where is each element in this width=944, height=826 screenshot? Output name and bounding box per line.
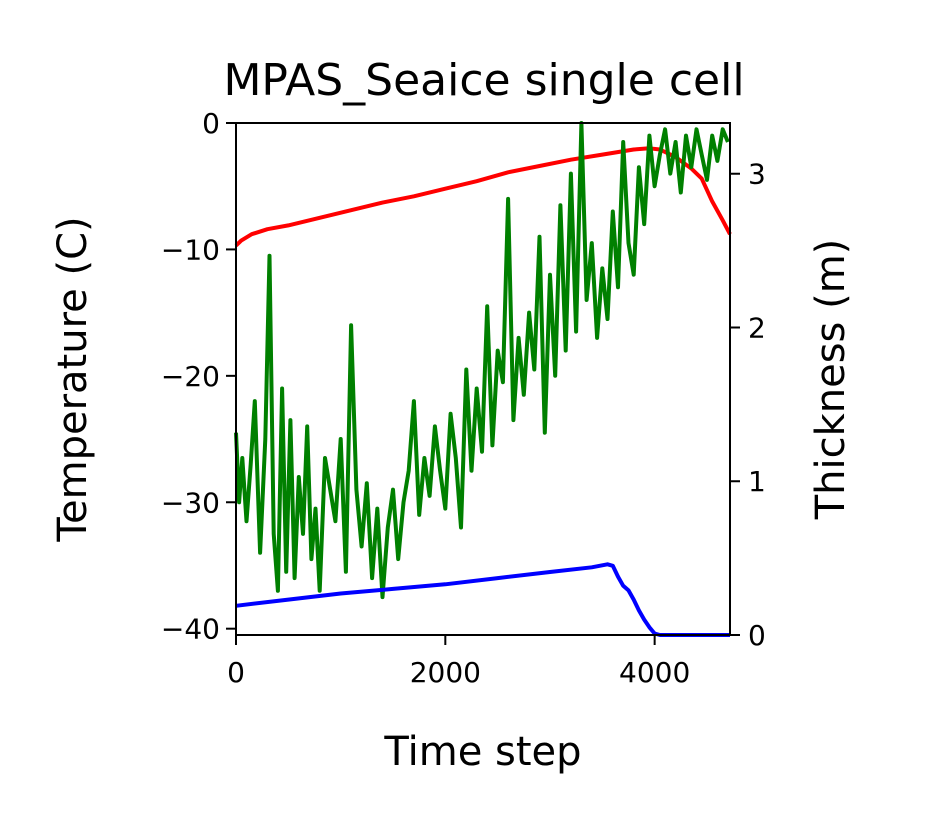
x-tick-label: 2000 bbox=[410, 656, 481, 689]
y-tick-label: −20 bbox=[161, 360, 220, 393]
series-line-3 bbox=[235, 562, 730, 637]
x-tick-label: 0 bbox=[227, 656, 245, 689]
y-tick-label: 0 bbox=[202, 107, 220, 140]
plot-area bbox=[234, 121, 732, 637]
y2-tick-label: 0 bbox=[748, 619, 766, 652]
series-line-2 bbox=[234, 121, 730, 600]
y2-tick-label: 1 bbox=[748, 465, 766, 498]
y-tick-label: −10 bbox=[161, 233, 220, 266]
plot-frame bbox=[235, 122, 731, 636]
chart-title: MPAS_Seaice single cell bbox=[223, 55, 744, 106]
x-axis-label: Time step bbox=[383, 729, 581, 775]
y-tick-label: −30 bbox=[161, 486, 220, 519]
y2-axis-label: Thickness (m) bbox=[808, 239, 854, 521]
series-line-1 bbox=[234, 146, 732, 248]
y-axis-label: Temperature (C) bbox=[50, 216, 96, 542]
axes: 0 2000 4000 −40 −30 −20 −10 0 0 1 2 3 bbox=[161, 107, 766, 689]
y2-tick-label: 2 bbox=[748, 311, 766, 344]
y2-tick-label: 3 bbox=[748, 158, 766, 191]
x-tick-label: 4000 bbox=[619, 656, 690, 689]
y-tick-label: −40 bbox=[161, 613, 220, 646]
